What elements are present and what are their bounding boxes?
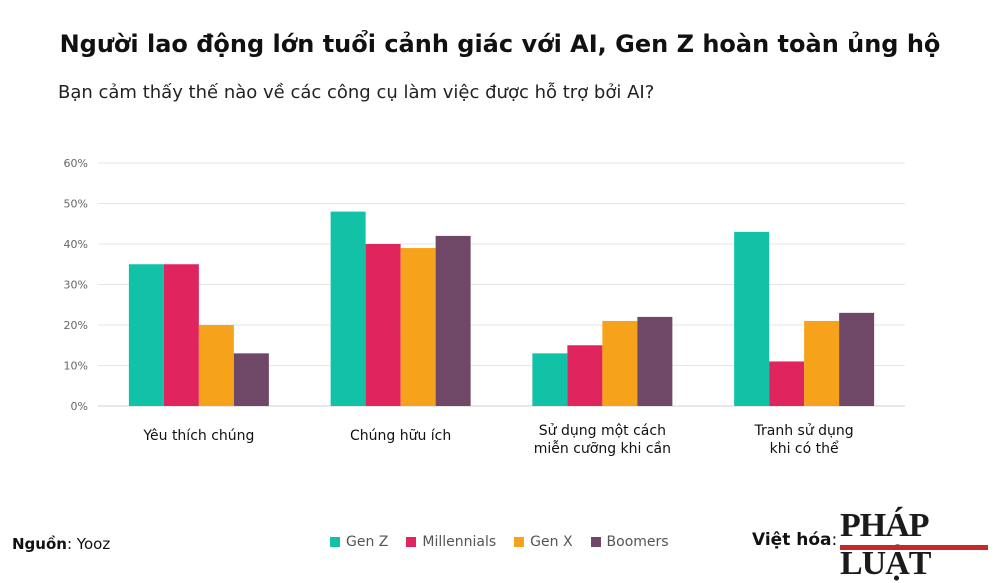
legend: Gen Z Millennials Gen X Boomers [330,532,690,552]
bar-millennials [163,264,199,406]
chart-title: Người lao động lớn tuổi cảnh giác với AI… [59,30,941,58]
logo-underline [840,545,988,550]
legend-item-boomers: Boomers [590,534,669,550]
x-category-label: Tranh sử dụng khi có thể [754,423,854,457]
bar-gen-x [804,320,840,406]
x-category-label: Yêu thích chúng [142,428,254,444]
localized-label: Việt hóa [752,530,832,550]
localized-by: Việt hóa: [752,530,837,550]
bar-gen-x [602,320,638,406]
bar-millennials [769,361,805,406]
legend-item-millennials: Millennials [406,534,496,550]
legend-item-gen-z: Gen Z [330,534,388,550]
bar-chart: 0% 10% 20% 30% 40% 50% 60% Yêu thích chúng Chúng… [64,157,905,457]
source-value: : Yooz [66,535,111,553]
legend-item-gen-x: Gen X [514,534,573,550]
source-label: Nguồn [12,535,67,553]
bar-boomers [637,316,673,406]
legend-label-gen-x: Gen X [530,534,573,550]
bar-gen-z [734,231,770,406]
y-tick-label: 20% [64,319,88,332]
chart-subtitle: Bạn cảm thấy thế nào về các công cụ làm … [58,82,655,103]
legend-label-millennials: Millennials [422,534,497,550]
bar-gen-z [128,264,164,406]
bar-gen-z [532,353,568,406]
y-tick-label: 60% [64,157,88,170]
phap-luat-logo: PHÁP LUẬT [838,505,990,582]
y-tick-label: 30% [64,279,88,292]
source-note: Nguồn: Yooz [12,535,110,553]
legend-label-boomers: Boomers [606,534,669,550]
y-tick-label: 40% [64,238,88,251]
bar-boomers [233,353,269,406]
bar-millennials [567,345,603,406]
localized-colon: : [831,530,838,550]
x-category-label: Sử dụng một cách miễn cưỡng khi cần [534,423,671,457]
bar-gen-x [400,248,436,406]
bar-gen-x [198,325,234,406]
bar-millennials [365,244,401,406]
legend-swatch-gen-x [514,537,525,547]
legend-swatch-gen-z [330,537,340,547]
bar-gen-z [330,211,366,406]
bar-boomers [435,235,471,406]
y-tick-label: 10% [64,360,88,373]
y-tick-label: 50% [64,198,88,211]
bar-boomers [839,312,875,406]
legend-swatch-boomers [590,537,601,547]
legend-label-gen-z: Gen Z [346,534,389,550]
y-tick-label: 0% [71,400,88,413]
x-category-label: Chúng hữu ích [350,428,451,444]
legend-swatch-millennials [406,537,417,547]
